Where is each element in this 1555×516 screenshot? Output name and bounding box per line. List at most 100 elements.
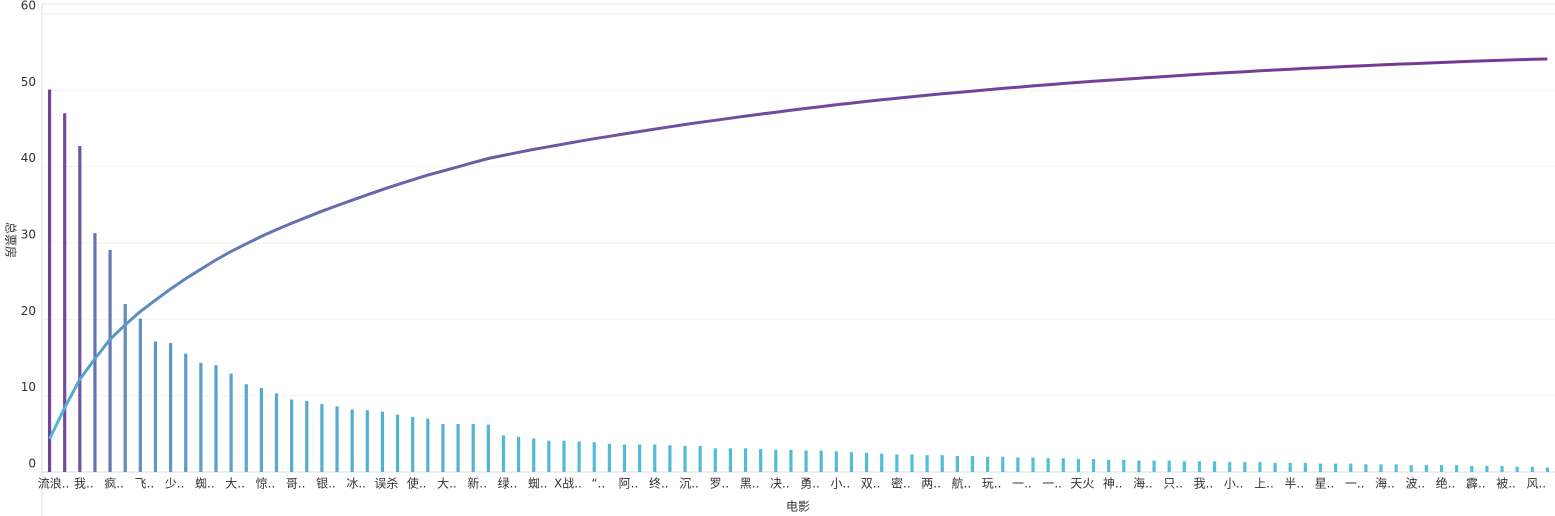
bar [1530,466,1534,472]
x-tick-label: 绿.. [498,476,518,491]
bar [199,362,203,472]
bar [668,445,672,472]
bar [849,452,854,472]
bar [1152,460,1156,472]
bar [1137,460,1141,472]
bar [123,304,127,472]
bar [184,353,188,472]
bar [1394,464,1398,472]
bar [1228,462,1232,472]
x-tick-label: 密.. [891,476,911,491]
y-axis-title: 总票房 [4,222,19,258]
bar [1455,465,1459,472]
bar [471,423,475,472]
x-tick-label: 沉.. [679,477,699,491]
bar [290,399,294,472]
x-tick-label: 银.. [316,477,336,491]
x-tick-label: 大.. [225,477,245,491]
x-tick-label: 终.. [649,476,669,491]
y-tick-label: 0 [28,457,36,471]
bar [47,89,52,472]
bar [335,406,339,472]
x-tick-label: 大.. [437,477,457,491]
bar [501,435,506,472]
bar [380,411,385,472]
bar [411,417,415,472]
x-tick-label: 神.. [1103,477,1123,491]
bar [864,452,869,472]
bar [547,440,551,472]
x-tick-label: 双.. [861,477,881,491]
bar [819,450,823,472]
bar [395,414,400,472]
x-tick-label: 小.. [831,477,851,491]
bar [1515,466,1519,472]
x-axis-title: 电影 [786,500,810,514]
bar [1349,463,1353,472]
bar [1273,462,1277,472]
bar [774,449,778,472]
bar [653,444,657,472]
x-tick-label: 惊.. [256,476,276,491]
bar [365,410,369,472]
x-tick-label: 黑.. [740,477,760,491]
bar [1545,467,1550,472]
x-tick-label: 波.. [1405,477,1425,491]
bar [1318,463,1323,472]
y-tick-label: 50 [21,75,36,89]
x-tick-label: 风.. [1526,477,1546,491]
x-tick-label: 半.. [1284,477,1304,491]
bar [229,373,233,472]
bar [743,448,748,472]
bar [759,449,763,472]
bar [274,393,279,472]
bar [789,449,793,472]
bar [683,446,687,472]
bar [153,341,158,472]
x-tick-label: 使.. [407,476,427,491]
bar [910,454,914,472]
bar [63,113,67,472]
bar [259,388,263,472]
x-tick-label: 哥.. [286,477,306,491]
bar [78,146,82,472]
bar [1500,465,1504,472]
bar [93,233,97,472]
bar [940,455,944,472]
bar [1182,461,1186,472]
bar [1046,458,1050,472]
y-tick-label: 20 [21,304,36,318]
x-tick-label: X战.. [554,477,582,491]
bar [728,448,733,472]
y-tick-label: 60 [21,0,36,13]
x-tick-label: 两.. [921,477,941,491]
bar [1379,464,1383,472]
x-tick-label: 新.. [467,476,487,491]
bar [1288,462,1292,472]
x-tick-label: 一.. [1012,477,1032,491]
bar [1409,465,1413,472]
bar [244,384,248,472]
x-tick-label: 疯.. [104,476,124,491]
x-tick-label: 阿.. [619,477,639,491]
bar [1470,465,1474,472]
y-tick-label: 10 [21,380,36,394]
y-tick-label: 40 [21,151,36,165]
bar [1303,462,1307,472]
bar [986,456,990,472]
bar [1016,457,1020,472]
x-tick-label: 航.. [952,476,972,491]
x-tick-label: 决.. [770,477,790,491]
x-tick-label: 勇.. [800,477,820,491]
bar [214,365,218,472]
bar [138,318,142,472]
bar [441,423,445,472]
bar [1364,464,1368,472]
x-tick-label: 罗.. [709,477,729,491]
x-tick-label: 我.. [1194,477,1214,491]
x-tick-label: 少.. [165,477,185,491]
bar [834,451,838,472]
line [48,57,1548,440]
bar [577,441,581,472]
